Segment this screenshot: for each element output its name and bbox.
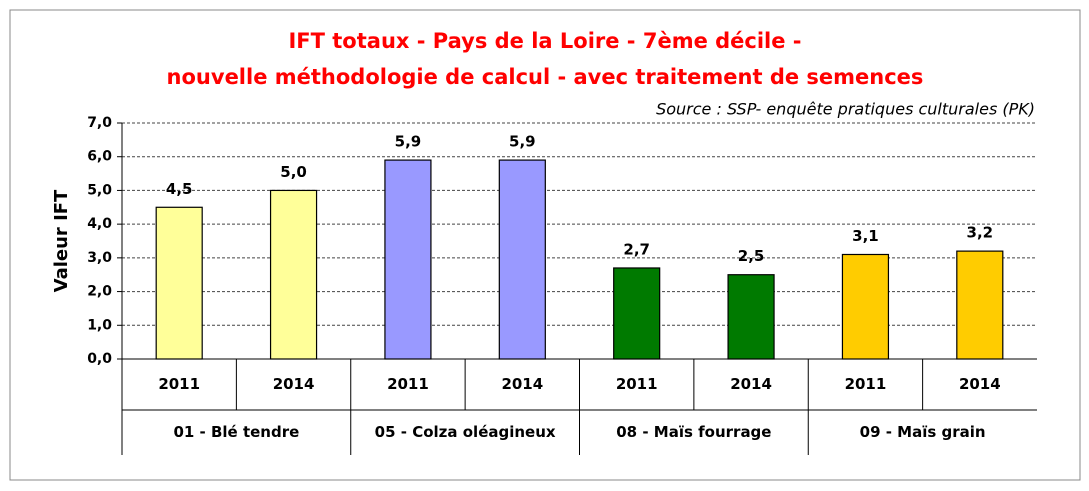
bar	[956, 250, 1004, 360]
chart-title-line: IFT totaux - Pays de la Loire - 7ème déc…	[288, 29, 801, 53]
value-label: 5,9	[395, 133, 422, 151]
y-tick-label: 2,0	[87, 284, 112, 300]
x-tick-label: 2011	[845, 375, 887, 393]
value-label: 2,7	[623, 240, 650, 258]
x-tick-label: 2014	[730, 375, 772, 393]
y-tick-label: 7,0	[87, 115, 112, 131]
value-label: 5,0	[280, 163, 307, 181]
y-tick-label: 4,0	[87, 216, 112, 232]
bar	[269, 189, 318, 360]
value-label: 5,9	[509, 133, 536, 151]
chart-title-line: nouvelle méthodologie de calcul - avec t…	[167, 65, 924, 89]
y-axis-label: Valeur IFT	[51, 189, 72, 292]
value-label: 4,5	[166, 180, 193, 198]
value-label: 3,1	[852, 227, 879, 245]
x-tick-label: 2011	[387, 375, 429, 393]
x-tick-label: 2011	[158, 375, 200, 393]
group-label: 08 - Maïs fourrage	[616, 423, 771, 441]
y-tick-label: 1,0	[87, 317, 112, 333]
y-tick-label: 3,0	[87, 250, 112, 266]
x-tick-label: 2014	[959, 375, 1001, 393]
bar	[841, 253, 890, 360]
y-tick-label: 6,0	[87, 149, 112, 165]
source-note: Source : SSP- enquête pratiques cultural…	[656, 100, 1035, 119]
y-tick-label: 0,0	[87, 351, 112, 367]
bar	[384, 159, 432, 360]
group-label: 09 - Maïs grain	[860, 423, 986, 441]
group-label: 05 - Colza oléagineux	[375, 423, 556, 441]
value-label: 3,2	[967, 224, 994, 242]
value-label: 2,5	[738, 247, 765, 265]
x-tick-label: 2014	[501, 375, 543, 393]
x-tick-label: 2011	[616, 375, 658, 393]
bar	[613, 267, 661, 360]
x-tick-label: 2014	[273, 375, 315, 393]
bar	[155, 206, 203, 360]
y-tick-label: 5,0	[87, 182, 112, 198]
group-label: 01 - Blé tendre	[173, 423, 299, 441]
bar	[498, 159, 546, 360]
bar	[727, 274, 775, 360]
